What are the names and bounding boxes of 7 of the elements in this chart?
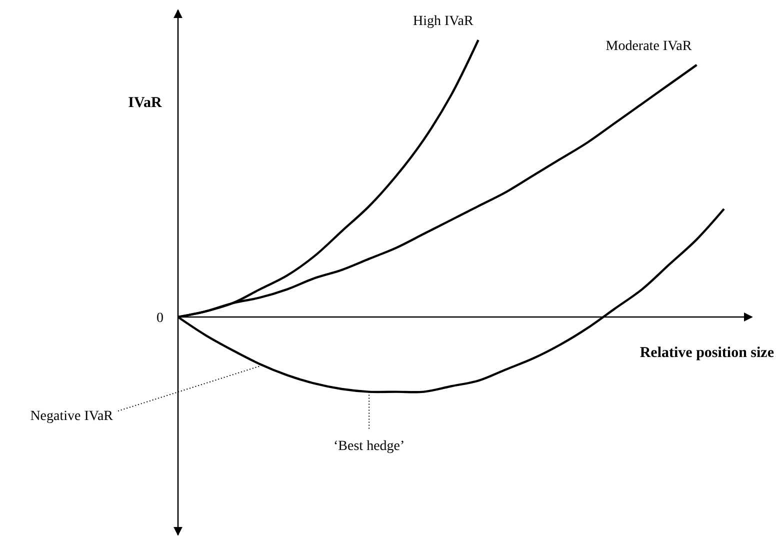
text: Negative IVaR	[30, 409, 114, 424]
y-axis-title: IVaR	[128, 95, 162, 111]
x-axis-title: Relative position size	[640, 345, 774, 361]
series-label: Moderate IVaR	[606, 38, 692, 54]
text: 0	[156, 311, 164, 326]
series-label: High IVaR	[413, 14, 474, 29]
text: ‘Best hedge’	[334, 439, 405, 454]
